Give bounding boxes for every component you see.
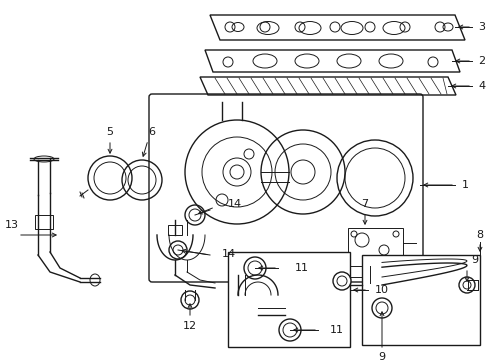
Text: 4: 4 <box>478 81 485 91</box>
Circle shape <box>333 272 351 290</box>
Text: 12: 12 <box>183 321 197 331</box>
Text: 8: 8 <box>476 230 484 240</box>
Text: 10: 10 <box>375 285 389 295</box>
Text: 9: 9 <box>471 255 479 265</box>
Text: 1: 1 <box>462 180 469 190</box>
Text: 5: 5 <box>106 127 114 137</box>
Text: 7: 7 <box>362 199 368 209</box>
Text: 3: 3 <box>478 22 485 32</box>
Text: 11: 11 <box>295 263 309 273</box>
Text: 14: 14 <box>228 199 242 209</box>
Text: 13: 13 <box>5 220 19 230</box>
Bar <box>228 252 350 347</box>
Bar <box>348 228 403 266</box>
Bar <box>35 215 53 229</box>
Bar <box>468 280 478 290</box>
Text: 14: 14 <box>222 249 236 259</box>
Bar <box>362 255 480 345</box>
Circle shape <box>459 277 475 293</box>
Text: 11: 11 <box>330 325 344 335</box>
Bar <box>168 225 182 235</box>
Circle shape <box>279 319 301 341</box>
Circle shape <box>244 257 266 279</box>
Text: 2: 2 <box>478 56 485 66</box>
Text: 9: 9 <box>378 352 386 360</box>
Circle shape <box>372 298 392 318</box>
Text: 6: 6 <box>148 127 155 137</box>
